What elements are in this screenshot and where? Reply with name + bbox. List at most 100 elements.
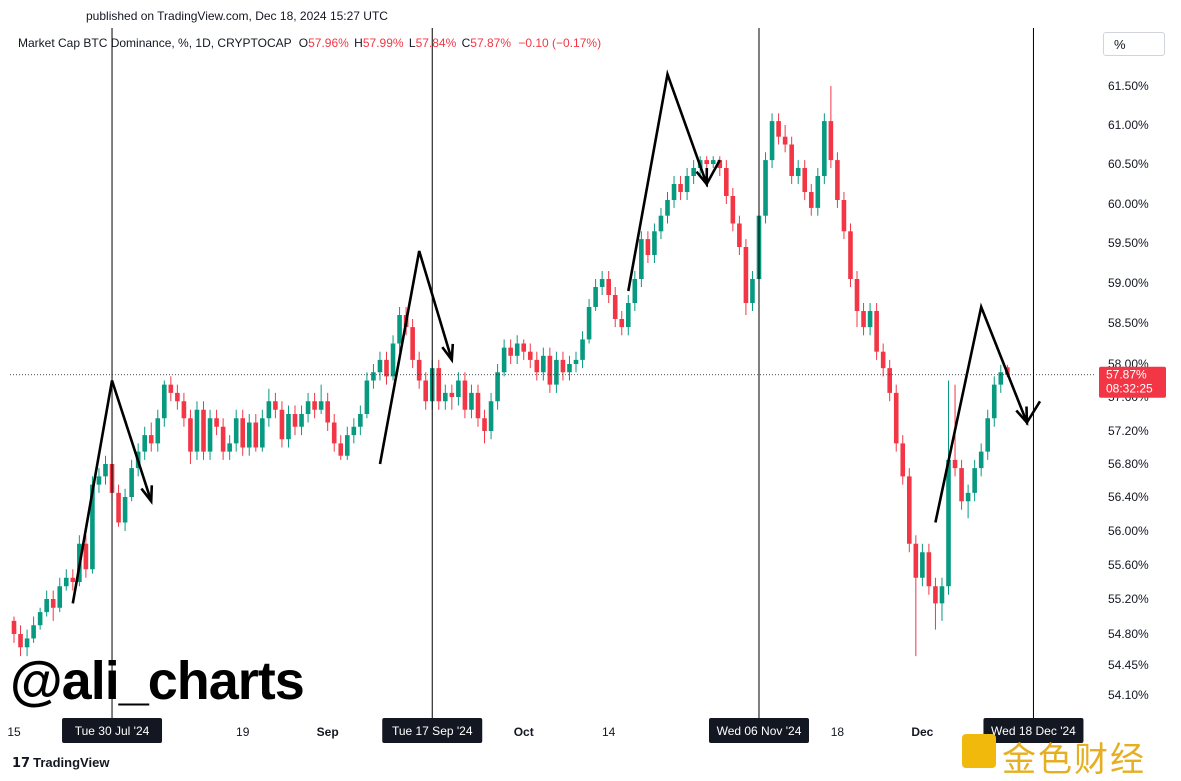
candle bbox=[286, 405, 291, 448]
candle-body bbox=[384, 359, 389, 377]
candle bbox=[619, 311, 625, 336]
candle-body bbox=[710, 160, 716, 164]
tradingview-logo[interactable]: 𝟭𝟳 TradingView bbox=[12, 755, 109, 771]
candle bbox=[273, 392, 278, 419]
candle bbox=[456, 372, 461, 406]
candle-body bbox=[331, 422, 337, 444]
candle-body bbox=[423, 380, 429, 402]
candle-body bbox=[325, 401, 330, 423]
current-price-badge: 57.87%08:32:25 bbox=[1099, 366, 1166, 398]
y-axis[interactable]: 61.50% 61.00% 60.50% 60.00% 59.50% 59.00% 58.5… bbox=[1099, 79, 1166, 702]
candle bbox=[678, 176, 683, 200]
candle bbox=[175, 384, 180, 410]
candle-body bbox=[965, 492, 971, 502]
candle bbox=[168, 376, 174, 402]
candle-body bbox=[253, 422, 259, 448]
candle bbox=[671, 176, 677, 208]
y-tick-label: 59.50% bbox=[1108, 236, 1149, 250]
candle bbox=[416, 351, 422, 389]
y-tick-label: 59.00% bbox=[1108, 276, 1149, 290]
candle-body bbox=[305, 401, 311, 414]
tradingview-logo-text: TradingView bbox=[33, 755, 110, 770]
candle bbox=[338, 435, 344, 460]
scale-percent-button[interactable]: % bbox=[1103, 32, 1165, 56]
y-tick-label: 56.80% bbox=[1108, 457, 1149, 471]
candle bbox=[769, 113, 775, 168]
candle-body bbox=[547, 355, 553, 385]
candle-body bbox=[887, 368, 892, 393]
candle bbox=[593, 279, 598, 311]
candle-body bbox=[769, 121, 775, 161]
candle bbox=[985, 409, 991, 460]
candle bbox=[37, 607, 43, 630]
candle-body bbox=[808, 192, 814, 208]
candle-body bbox=[684, 176, 690, 192]
candle bbox=[449, 384, 455, 410]
candle-body bbox=[985, 418, 991, 452]
candle-body bbox=[906, 476, 912, 544]
published-info: published on TradingView.com, Dec 18, 20… bbox=[86, 9, 388, 23]
candle-body bbox=[874, 311, 879, 352]
candle-body bbox=[593, 287, 598, 307]
candle-body bbox=[44, 599, 49, 613]
candle-body bbox=[972, 468, 977, 493]
candle bbox=[96, 468, 102, 493]
candle-body bbox=[665, 200, 670, 216]
y-tick-label: 55.60% bbox=[1108, 558, 1149, 572]
x-axis[interactable]: 15 19 Sep Oct 14 18 Dec Tue 30 Jul '24 Tue 17 Se… bbox=[7, 718, 1084, 743]
candle-body bbox=[658, 215, 664, 232]
candle bbox=[560, 351, 566, 381]
candle-body bbox=[743, 247, 749, 303]
candle bbox=[31, 616, 36, 643]
candle-body bbox=[377, 359, 383, 373]
candle-body bbox=[861, 311, 866, 328]
open-label: O bbox=[298, 36, 309, 50]
candle-body bbox=[129, 468, 134, 497]
candle-body bbox=[750, 279, 755, 303]
candle-body bbox=[724, 168, 729, 196]
candle-body bbox=[469, 392, 474, 410]
candle-body bbox=[998, 372, 1004, 385]
candle-body bbox=[31, 625, 36, 639]
candle bbox=[266, 388, 272, 427]
candle-body bbox=[612, 295, 618, 319]
candle bbox=[436, 359, 442, 410]
candle-body bbox=[737, 223, 742, 247]
candle bbox=[965, 484, 971, 519]
candle-body bbox=[482, 418, 487, 431]
candle-body bbox=[358, 414, 363, 427]
candle-body bbox=[292, 414, 298, 427]
candle-body bbox=[828, 121, 834, 161]
candle-body bbox=[260, 418, 265, 448]
candle bbox=[822, 113, 827, 184]
candle-body bbox=[318, 401, 324, 410]
candle bbox=[325, 392, 330, 431]
candle bbox=[331, 414, 337, 452]
candle bbox=[815, 168, 821, 216]
candle-body bbox=[835, 160, 840, 200]
candle bbox=[103, 455, 108, 485]
candle-body bbox=[371, 372, 376, 381]
candle-body bbox=[103, 464, 108, 477]
candle bbox=[789, 136, 794, 184]
change-value: −0.10 (−0.17%) bbox=[518, 36, 602, 50]
candle bbox=[691, 160, 696, 184]
candle bbox=[253, 414, 259, 452]
candle-body bbox=[508, 347, 513, 356]
candle-body bbox=[704, 160, 710, 164]
candle bbox=[841, 192, 847, 240]
candle-body bbox=[240, 418, 246, 448]
candle-body bbox=[246, 422, 252, 448]
candle bbox=[880, 343, 886, 377]
candle bbox=[573, 351, 579, 373]
candle bbox=[508, 339, 513, 364]
candle-body bbox=[24, 638, 30, 648]
close-value: 57.87% bbox=[470, 36, 511, 50]
candle bbox=[351, 418, 357, 444]
candle bbox=[423, 372, 429, 410]
candle bbox=[443, 384, 448, 410]
brand-mark-icon bbox=[962, 734, 996, 768]
candle-body bbox=[795, 168, 801, 176]
y-tick-label: 58.50% bbox=[1108, 316, 1149, 330]
